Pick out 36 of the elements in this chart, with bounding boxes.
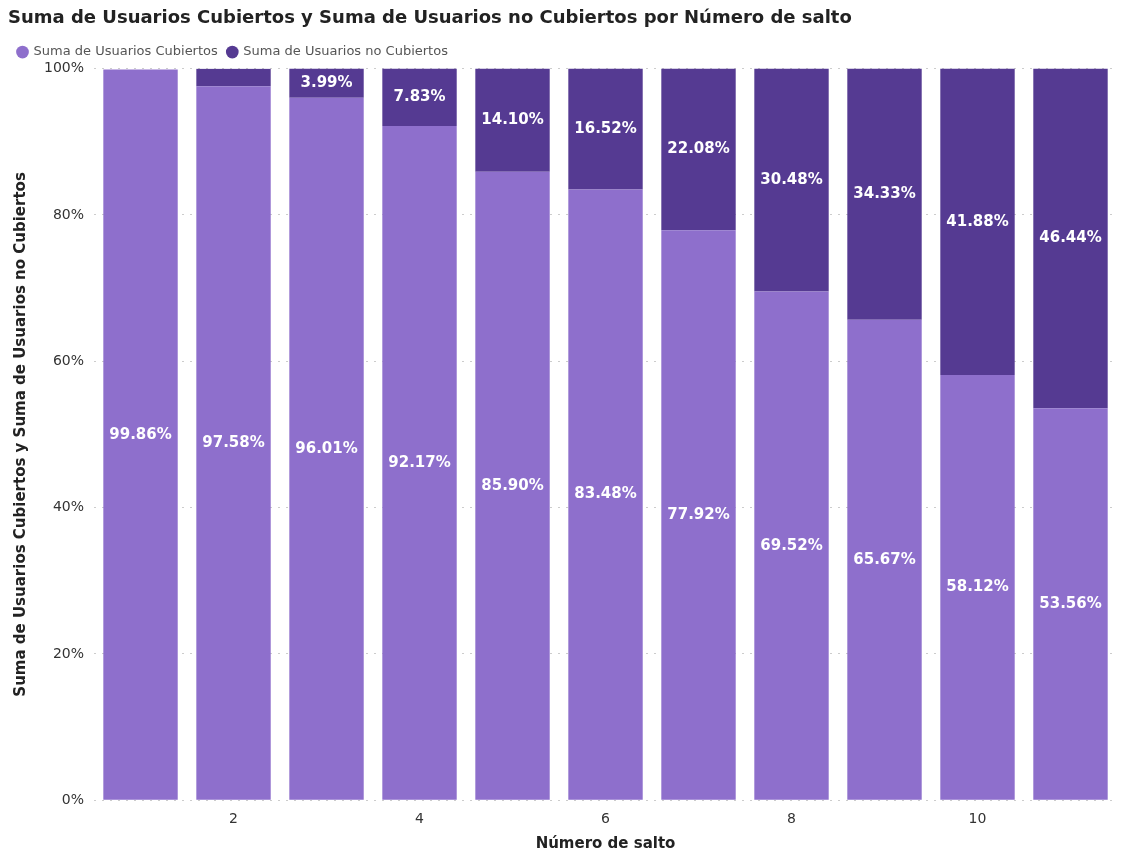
data-label: 34.33%: [853, 184, 916, 203]
data-label: 96.01%: [295, 438, 358, 457]
data-label: 92.17%: [388, 452, 451, 471]
data-label: 41.88%: [946, 211, 1009, 230]
data-label: 46.44%: [1039, 228, 1102, 247]
data-label: 77.92%: [667, 504, 730, 523]
x-tick-label: 4: [415, 810, 425, 827]
data-label: 65.67%: [853, 549, 916, 568]
data-label: 83.48%: [574, 484, 637, 503]
x-tick-label: 2: [229, 810, 238, 827]
data-label: 97.58%: [202, 432, 265, 451]
data-label: 14.10%: [481, 110, 544, 129]
data-label: 99.86%: [109, 424, 172, 443]
data-label: 30.48%: [760, 169, 823, 188]
data-label: 58.12%: [946, 577, 1009, 596]
x-tick-label: 6: [601, 810, 611, 827]
x-tick-label: 10: [968, 810, 987, 827]
data-label: 3.99%: [300, 73, 353, 92]
legend-label: Suma de Usuarios no Cubiertos: [243, 43, 449, 59]
chart-title: Suma de Usuarios Cubiertos y Suma de Usuarios no Cubiertos por Número de salto: [8, 6, 852, 28]
y-tick-label: 60%: [52, 351, 85, 368]
data-label: 16.52%: [574, 118, 637, 137]
data-label: 69.52%: [760, 535, 823, 554]
y-axis-title: Suma de Usuarios Cubiertos y Suma de Usuarios no Cubiertos: [10, 172, 29, 697]
x-tick-label: 8: [787, 810, 796, 827]
y-tick-label: 0%: [61, 790, 85, 807]
legend-label: Suma de Usuarios Cubiertos: [33, 43, 219, 59]
y-tick-label: 40%: [52, 498, 85, 515]
data-label: 85.90%: [481, 475, 544, 494]
y-tick-label: 20%: [52, 644, 85, 661]
y-tick-label: 80%: [52, 205, 85, 222]
y-tick-label: 100%: [43, 59, 85, 76]
data-label: 22.08%: [667, 139, 730, 158]
x-axis-title: Número de salto: [535, 833, 676, 852]
data-label: 53.56%: [1039, 593, 1102, 612]
data-label: 7.83%: [393, 87, 446, 106]
